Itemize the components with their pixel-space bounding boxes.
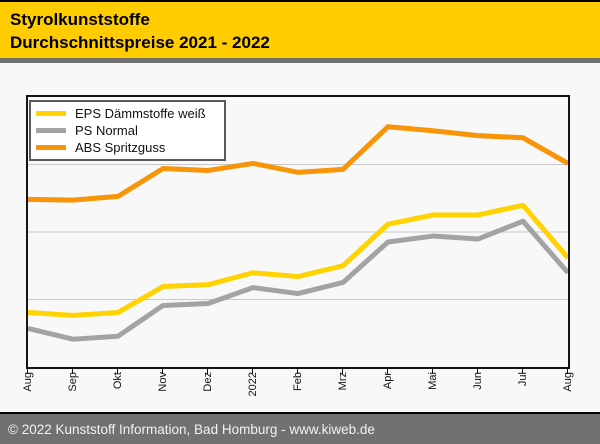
x-axis-tick [252, 369, 253, 374]
x-axis-label: Mai [427, 372, 439, 390]
x-axis-tick [117, 369, 118, 374]
x-axis-label: Jul [517, 372, 529, 387]
legend-label: EPS Dämmstoffe weiß [75, 106, 206, 121]
x-axis-label: Jun [472, 372, 484, 390]
x-axis-tick [432, 369, 433, 374]
legend-label: PS Normal [75, 123, 138, 138]
legend-item: ABS Spritzguss [36, 139, 219, 156]
series-line-abs-spritzguss [28, 124, 568, 203]
x-axis-tick [27, 369, 28, 374]
copyright-text: © 2022 Kunststoff Information, Bad Hombu… [8, 421, 375, 437]
x-axis-label: Feb [292, 372, 304, 391]
series-line-ps-normal [28, 218, 568, 342]
x-axis-tick [567, 369, 568, 374]
x-axis-tick [207, 369, 208, 374]
legend-label: ABS Spritzguss [75, 140, 166, 155]
series-line-eps-d-mmstoffe-wei- [28, 202, 568, 318]
legend-swatch-icon [36, 128, 66, 133]
x-axis-label: Apr [382, 372, 394, 390]
x-axis-label: Sep [67, 372, 79, 392]
header-divider [0, 58, 600, 63]
x-axis-label: 2022 [247, 372, 259, 397]
chart-legend: EPS Dämmstoffe weiß PS Normal ABS Spritzgu… [29, 100, 226, 161]
page-subtitle: Durchschnittspreise 2021 - 2022 [10, 33, 270, 52]
x-axis-label: Okt [112, 372, 124, 390]
legend-swatch-icon [36, 111, 66, 116]
legend-item: PS Normal [36, 122, 219, 139]
x-axis-tick [297, 369, 298, 374]
plot-area [26, 95, 570, 369]
legend-swatch-icon [36, 145, 66, 150]
x-axis-tick [342, 369, 343, 374]
x-axis-tick [162, 369, 163, 374]
x-axis-label: Aug [22, 372, 34, 392]
footer-bar: © 2022 Kunststoff Information, Bad Hombu… [0, 412, 600, 444]
x-axis-tick [522, 369, 523, 374]
page-title: Styrolkunststoffe [10, 10, 150, 29]
x-axis-tick [477, 369, 478, 374]
x-axis-label: Mrz [337, 372, 349, 391]
line-chart-svg [28, 124, 568, 342]
legend-item: EPS Dämmstoffe weiß [36, 105, 219, 122]
chart-header: Styrolkunststoffe Durchschnittspreise 20… [0, 0, 600, 58]
x-axis-label: Dez [202, 372, 214, 392]
x-axis-tick [72, 369, 73, 374]
x-axis-tick [387, 369, 388, 374]
x-axis-label: Aug [562, 372, 574, 392]
x-axis-label: Nov [157, 372, 169, 392]
